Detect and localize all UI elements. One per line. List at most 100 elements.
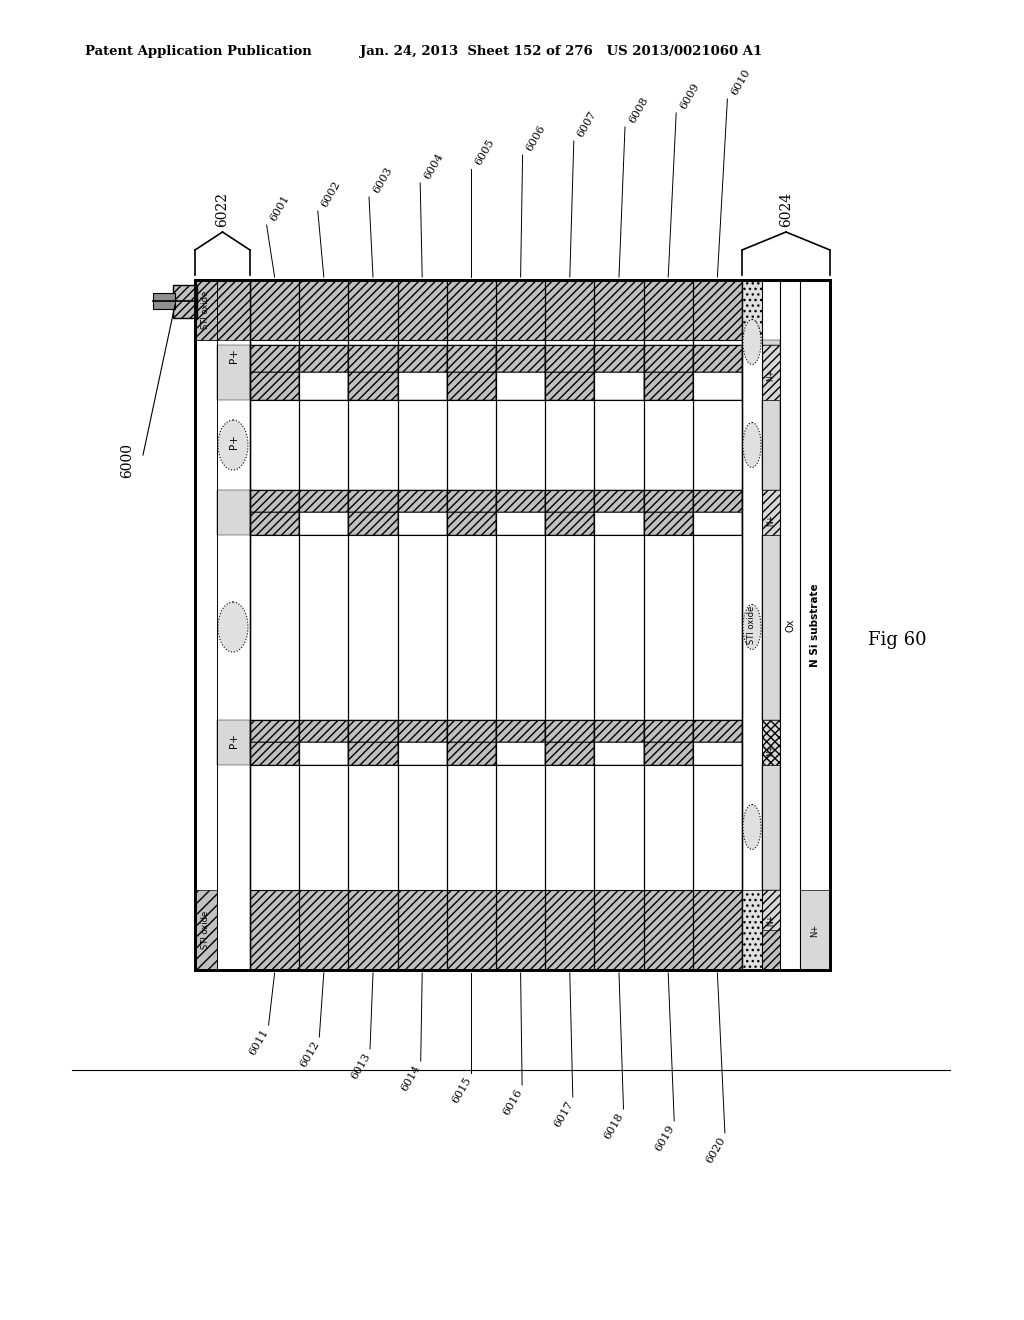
Bar <box>545 742 594 766</box>
Bar <box>762 341 780 345</box>
Bar <box>250 372 299 400</box>
Text: 6006: 6006 <box>524 123 548 153</box>
Bar <box>217 719 250 766</box>
Bar <box>496 490 545 512</box>
Bar <box>348 512 397 535</box>
Bar <box>762 345 780 400</box>
Bar <box>545 512 594 535</box>
Bar <box>762 719 780 766</box>
Text: Ox: Ox <box>785 618 795 632</box>
Bar <box>693 719 742 742</box>
Bar <box>742 890 762 970</box>
Bar <box>348 372 397 400</box>
Text: N+: N+ <box>767 368 775 381</box>
Ellipse shape <box>218 420 248 470</box>
Bar <box>762 490 780 535</box>
Text: 6008: 6008 <box>627 95 650 125</box>
Text: Jan. 24, 2013  Sheet 152 of 276   US 2013/0021060 A1: Jan. 24, 2013 Sheet 152 of 276 US 2013/0… <box>360 45 762 58</box>
Bar <box>250 512 299 535</box>
Text: 6001: 6001 <box>268 193 292 223</box>
Text: N+: N+ <box>811 924 819 937</box>
Ellipse shape <box>218 602 248 652</box>
Bar <box>397 372 446 400</box>
Text: 6016: 6016 <box>501 1086 524 1117</box>
Bar <box>496 742 545 766</box>
Text: P+: P+ <box>228 434 239 449</box>
Bar <box>762 400 780 490</box>
Bar <box>762 766 780 890</box>
Bar <box>545 345 594 372</box>
Text: N+: N+ <box>767 913 775 927</box>
Bar <box>644 742 693 766</box>
Bar <box>217 490 250 535</box>
Bar <box>594 372 644 400</box>
Text: Fig 60: Fig 60 <box>868 631 927 649</box>
Text: P+: P+ <box>228 348 239 363</box>
Bar <box>446 345 496 372</box>
Ellipse shape <box>743 319 761 364</box>
Bar <box>397 719 446 742</box>
Text: 6005: 6005 <box>473 137 497 168</box>
Text: N Si substrate: N Si substrate <box>810 583 820 667</box>
Text: 6015: 6015 <box>451 1074 473 1105</box>
Bar <box>594 512 644 535</box>
Bar <box>299 345 348 372</box>
Text: 6000: 6000 <box>120 442 134 478</box>
Bar <box>217 345 250 400</box>
Text: STI oxide: STI oxide <box>202 911 211 949</box>
Text: P+: P+ <box>228 734 239 748</box>
Text: N+: N+ <box>767 513 775 527</box>
Bar <box>195 280 250 341</box>
Bar <box>250 345 299 372</box>
Bar <box>496 372 545 400</box>
Text: 6014: 6014 <box>399 1063 423 1093</box>
Text: 6009: 6009 <box>678 82 701 111</box>
Bar <box>348 345 397 372</box>
Bar <box>397 490 446 512</box>
Bar <box>644 372 693 400</box>
Bar <box>153 293 175 309</box>
Bar <box>545 372 594 400</box>
Text: 6004: 6004 <box>422 152 445 181</box>
Bar <box>348 742 397 766</box>
Text: STI oxide: STI oxide <box>202 290 211 329</box>
Text: 6017: 6017 <box>552 1100 574 1129</box>
Bar <box>693 742 742 766</box>
Bar <box>644 490 693 512</box>
Bar <box>446 490 496 512</box>
Bar <box>446 512 496 535</box>
Text: 6002: 6002 <box>319 180 343 209</box>
Text: 6020: 6020 <box>703 1135 727 1164</box>
Bar <box>195 890 217 970</box>
Text: 6010: 6010 <box>729 67 753 96</box>
Bar <box>348 490 397 512</box>
Bar <box>693 490 742 512</box>
Bar <box>644 512 693 535</box>
Ellipse shape <box>743 422 761 467</box>
Text: STI oxide: STI oxide <box>748 606 757 644</box>
Bar <box>545 490 594 512</box>
Text: 6019: 6019 <box>653 1123 676 1152</box>
Bar <box>250 719 299 742</box>
Bar <box>446 372 496 400</box>
Bar <box>693 512 742 535</box>
Text: 6024: 6024 <box>779 191 793 227</box>
Bar <box>594 490 644 512</box>
Bar <box>496 512 545 535</box>
Bar <box>348 719 397 742</box>
Bar <box>250 490 299 512</box>
Bar <box>195 280 830 970</box>
Bar <box>644 345 693 372</box>
Bar <box>594 742 644 766</box>
Bar <box>496 719 545 742</box>
Bar <box>742 280 762 341</box>
Bar <box>299 719 348 742</box>
Bar <box>195 280 830 970</box>
Ellipse shape <box>743 605 761 649</box>
Bar <box>173 285 197 318</box>
Ellipse shape <box>743 804 761 850</box>
Bar <box>446 742 496 766</box>
Text: 6018: 6018 <box>602 1111 626 1140</box>
Text: 6011: 6011 <box>248 1027 270 1057</box>
Bar <box>299 490 348 512</box>
